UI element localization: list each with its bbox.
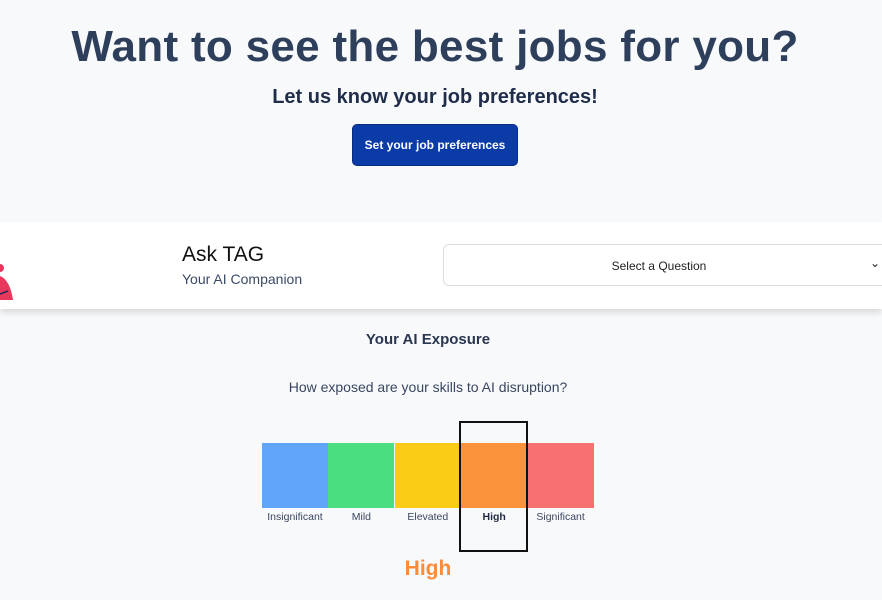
page-subtitle: Let us know your job preferences! [272,86,598,108]
exposure-level-label: Mild [351,511,372,523]
question-select-value: Select a Question [611,259,707,273]
page-title: Want to see the best jobs for you? [71,22,799,71]
question-select[interactable]: Select a Question ⌄ [443,244,882,286]
exposure-level-bar [262,443,328,508]
assistant-tagline: Your AI Companion [182,271,303,287]
exposure-level-bar [527,443,594,508]
assistant-name: Ask TAG [182,243,265,266]
exposure-heading: Your AI Exposure [365,331,491,348]
exposure-question: How exposed are your skills to AI disrup… [288,379,568,395]
exposure-level-bar [328,443,395,508]
exposure-level-label: High [482,511,506,523]
set-job-preferences-button[interactable]: Set your job preferences [352,124,518,166]
exposure-level-bar [394,443,461,508]
selected-level-highlight [459,421,528,552]
chevron-down-icon: ⌄ [870,256,881,270]
exposure-level-label: Insignificant [267,511,323,523]
exposure-result: High [404,557,452,580]
exposure-level-bar [461,443,528,508]
exposure-level-label: Elevated [407,511,449,523]
assistant-avatar-icon [0,264,13,300]
exposure-level-label: Significant [536,511,585,523]
